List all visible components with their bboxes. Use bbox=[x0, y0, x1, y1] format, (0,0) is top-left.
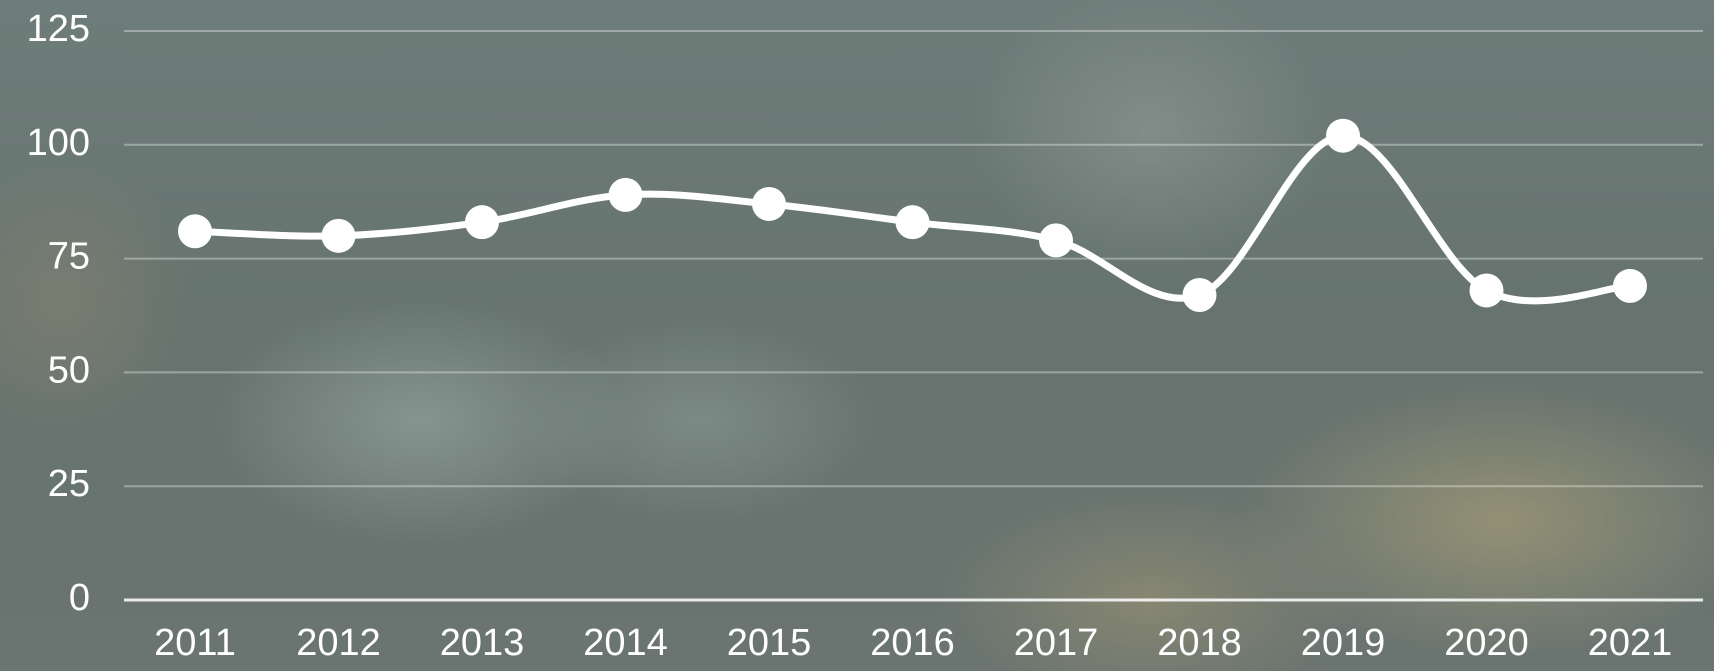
x-tick-label: 2012 bbox=[296, 622, 381, 664]
x-tick-label: 2018 bbox=[1157, 622, 1242, 664]
y-tick-label: 100 bbox=[27, 122, 90, 164]
line bbox=[194, 132, 1631, 305]
point bbox=[321, 218, 356, 253]
x-tick-label: 2015 bbox=[727, 622, 812, 664]
y-tick-label: 25 bbox=[48, 463, 90, 505]
point bbox=[1039, 223, 1073, 258]
x-tick-label: 2021 bbox=[1588, 622, 1673, 664]
y-tick-label: 50 bbox=[48, 349, 90, 391]
x-tick-label: 2017 bbox=[1014, 622, 1099, 664]
point bbox=[178, 214, 212, 249]
y-tick-label: 75 bbox=[48, 236, 90, 278]
point bbox=[1613, 268, 1647, 303]
point bbox=[752, 186, 786, 221]
x-tick-label: 2020 bbox=[1444, 622, 1529, 664]
x-tick-label: 2011 bbox=[154, 622, 236, 664]
y-tick-label: 0 bbox=[69, 577, 90, 619]
point bbox=[895, 205, 930, 240]
point bbox=[1469, 273, 1504, 308]
x-tick-label: 2014 bbox=[583, 622, 668, 664]
x-tick-label: 2013 bbox=[440, 622, 525, 664]
point bbox=[1326, 118, 1360, 153]
y-tick-label: 125 bbox=[27, 8, 90, 50]
x-tick-label: 2019 bbox=[1301, 622, 1386, 664]
x-tick-label: 2016 bbox=[870, 622, 955, 664]
point bbox=[1182, 278, 1217, 313]
point bbox=[465, 205, 499, 240]
point bbox=[608, 177, 643, 212]
